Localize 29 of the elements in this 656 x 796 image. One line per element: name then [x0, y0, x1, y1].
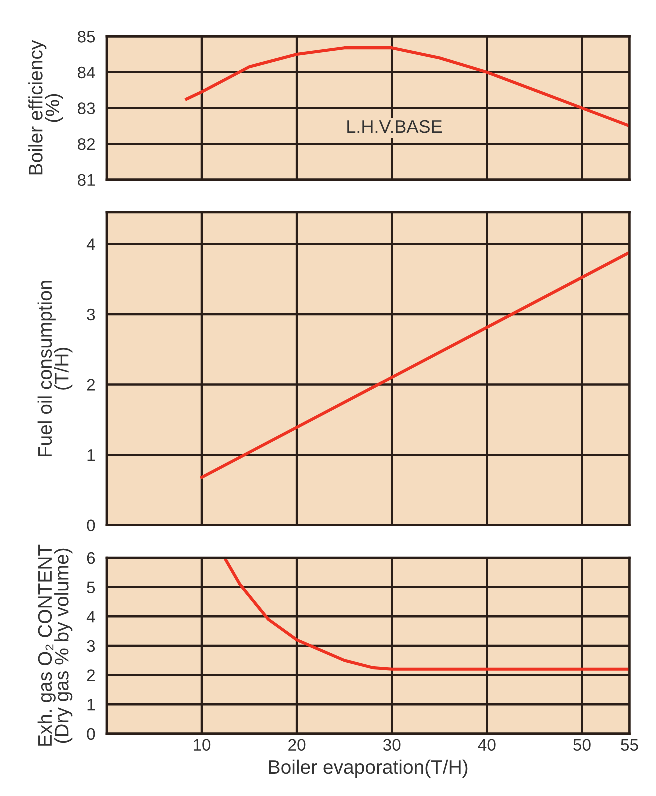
y-tick-label: 84: [78, 66, 96, 79]
x-tick-label: 40: [478, 739, 496, 752]
y-tick-label: 1: [88, 450, 96, 462]
annotation: L.H.V.BASE: [348, 120, 442, 134]
y-axis-title: Boiler efficiency (%): [28, 40, 64, 175]
x-axis-title: Boiler evaporation(T/H): [269, 760, 468, 778]
y-tick-label: 0: [87, 520, 96, 532]
y-tick-label: 81: [78, 174, 96, 186]
y-tick-label: 85: [78, 31, 96, 43]
x-tick-label: 50: [574, 739, 591, 752]
y-tick-label: 3: [87, 640, 96, 652]
x-tick-label: 10: [194, 739, 211, 752]
y-tick-label: 82: [78, 138, 95, 150]
y-axis-title: Exh. gas O₂ CONTENT (Dry gas % by volume): [38, 544, 73, 746]
y-tick-label: 2: [87, 379, 95, 391]
y-tick-label: 4: [86, 238, 96, 250]
x-tick-label: 55: [621, 739, 638, 752]
x-tick-label: 30: [383, 739, 401, 752]
y-tick-label: 1: [88, 699, 96, 711]
y-tick-label: 0: [87, 728, 96, 740]
line-series: [223, 558, 630, 671]
x-tick-label: 20: [288, 739, 306, 752]
y-tick-label: 3: [87, 308, 96, 321]
y-tick-label: 5: [87, 582, 96, 594]
y-tick-label: 6: [87, 552, 96, 564]
y-tick-label: 83: [78, 102, 96, 114]
y-tick-label: 4: [86, 611, 96, 623]
y-tick-label: 2: [87, 670, 95, 682]
y-axis-title: Fuel oil consumption (T/H): [38, 281, 73, 457]
